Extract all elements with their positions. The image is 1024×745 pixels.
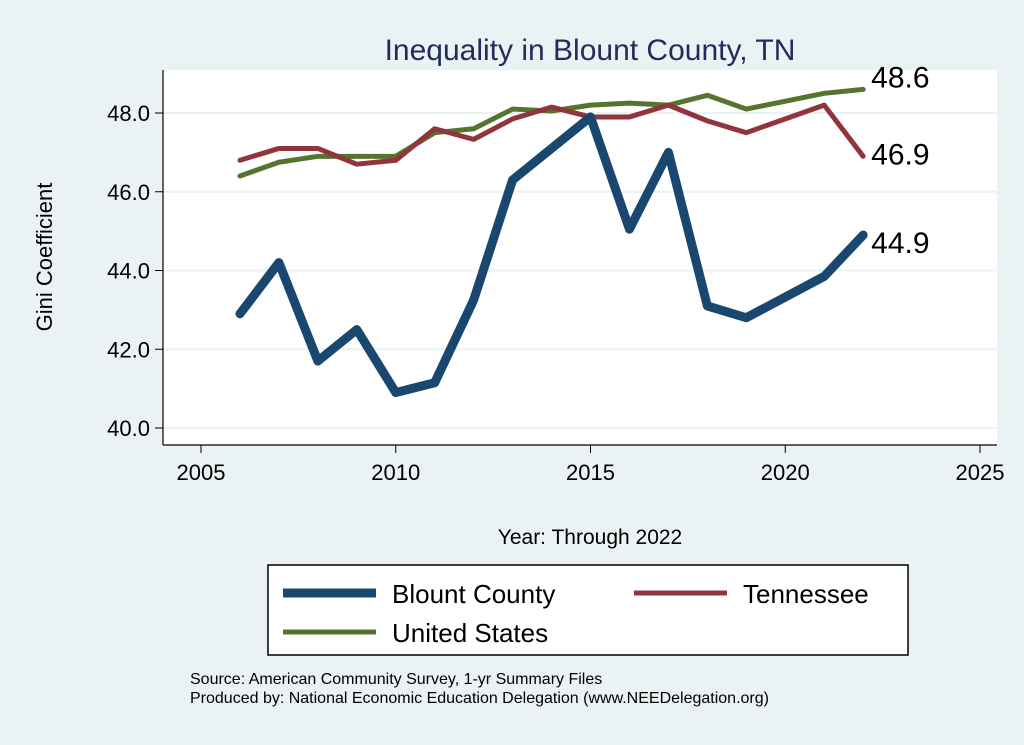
source-note: Source: American Community Survey, 1-yr …	[190, 671, 603, 688]
end-label-tennessee: 46.9	[871, 138, 929, 171]
y-tick-label: 48.0	[107, 101, 150, 126]
y-tick-label: 46.0	[107, 180, 150, 205]
y-tick-label: 40.0	[107, 416, 150, 441]
x-tick-label: 2020	[761, 460, 810, 485]
legend-label-us: United States	[392, 618, 548, 648]
x-tick-label: 2005	[177, 460, 226, 485]
chart-title: Inequality in Blount County, TN	[385, 34, 796, 67]
legend: Blount County Tennessee United States	[267, 564, 909, 656]
y-tick-label: 42.0	[107, 337, 150, 362]
x-tick-label: 2025	[956, 460, 1005, 485]
end-label-us: 48.6	[871, 61, 929, 94]
legend-label-tennessee: Tennessee	[743, 579, 869, 609]
y-axis-label: Gini Coefficient	[32, 183, 57, 332]
plot-area	[163, 70, 997, 445]
legend-box	[267, 564, 909, 656]
produced-by-note: Produced by: National Economic Education…	[190, 690, 769, 707]
y-tick-label: 44.0	[107, 259, 150, 284]
x-tick-label: 2015	[566, 460, 615, 485]
x-tick-label: 2010	[371, 460, 420, 485]
x-axis-label: Year: Through 2022	[498, 526, 683, 549]
end-label-blount: 44.9	[871, 227, 929, 260]
series-line-tennessee	[237, 102, 866, 167]
legend-label-blount: Blount County	[392, 579, 555, 609]
